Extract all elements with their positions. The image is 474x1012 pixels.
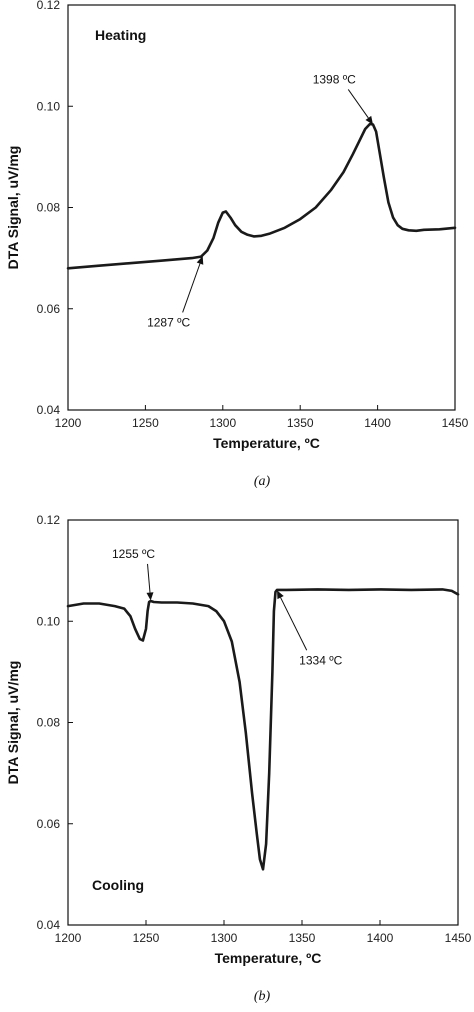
x-tick-label: 1300 <box>211 931 238 945</box>
x-axis-title: Temperature, ºC <box>213 435 320 451</box>
annotation-arrow-head <box>277 590 284 600</box>
annotation-arrow-line <box>147 563 151 593</box>
figure-caption: (a) <box>254 474 271 489</box>
peak-annotation-label: 1255 ºC <box>112 547 155 561</box>
cooling-chart-panel: 1200 1250 1300 1350 1400 1450 0.04 0.06 0.08 0.10… <box>5 513 472 1004</box>
peak-annotation-label: 1334 ºC <box>299 653 342 667</box>
y-tick-label: 0.04 <box>37 918 61 932</box>
x-tick-label: 1200 <box>55 931 82 945</box>
x-tick-label: 1200 <box>55 416 82 430</box>
annotation-arrow-head <box>196 256 204 265</box>
heating-chart-panel: 1200 1250 1300 1350 1400 1450 0.04 0.06 0.08 0.10… <box>5 0 469 489</box>
panel-label: Heating <box>95 27 146 43</box>
annotation-arrow-line <box>280 597 308 651</box>
x-tick-label: 1400 <box>367 931 394 945</box>
dta-curve-line <box>66 588 460 871</box>
y-tick-label: 0.10 <box>37 99 61 113</box>
y-tick-label: 0.08 <box>37 716 61 730</box>
peak-annotation-label: 1398 ºC <box>313 72 356 86</box>
y-tick-label: 0.12 <box>37 0 61 12</box>
peak-annotation-label: 1287 ºC <box>147 315 190 329</box>
y-tick-label: 0.10 <box>37 614 61 628</box>
x-tick-label: 1400 <box>364 416 391 430</box>
y-tick-label: 0.04 <box>37 403 61 417</box>
x-axis-title: Temperature, ºC <box>215 950 322 966</box>
plot-area-frame <box>67 4 456 411</box>
x-tick-label: 1450 <box>442 416 469 430</box>
annotation-arrow-line <box>182 263 201 313</box>
annotation-arrow-head <box>146 592 154 601</box>
y-tick-label: 0.12 <box>37 513 61 527</box>
figure-caption: (b) <box>254 989 271 1004</box>
annotation-arrow-line <box>347 89 369 119</box>
y-tick-label: 0.06 <box>37 302 61 316</box>
x-tick-label: 1350 <box>287 416 314 430</box>
y-axis-title: DTA Signal, uV/mg <box>5 661 21 785</box>
x-tick-label: 1350 <box>289 931 316 945</box>
x-tick-label: 1250 <box>133 931 160 945</box>
panel-label: Cooling <box>92 877 144 893</box>
y-tick-label: 0.06 <box>37 817 61 831</box>
y-axis-title: DTA Signal, uV/mg <box>5 146 21 270</box>
x-tick-label: 1300 <box>209 416 236 430</box>
x-tick-label: 1450 <box>445 931 472 945</box>
x-tick-label: 1250 <box>132 416 159 430</box>
dta-curve-line <box>66 122 457 270</box>
annotation-arrow-head <box>365 115 373 125</box>
y-tick-label: 0.08 <box>37 201 61 215</box>
